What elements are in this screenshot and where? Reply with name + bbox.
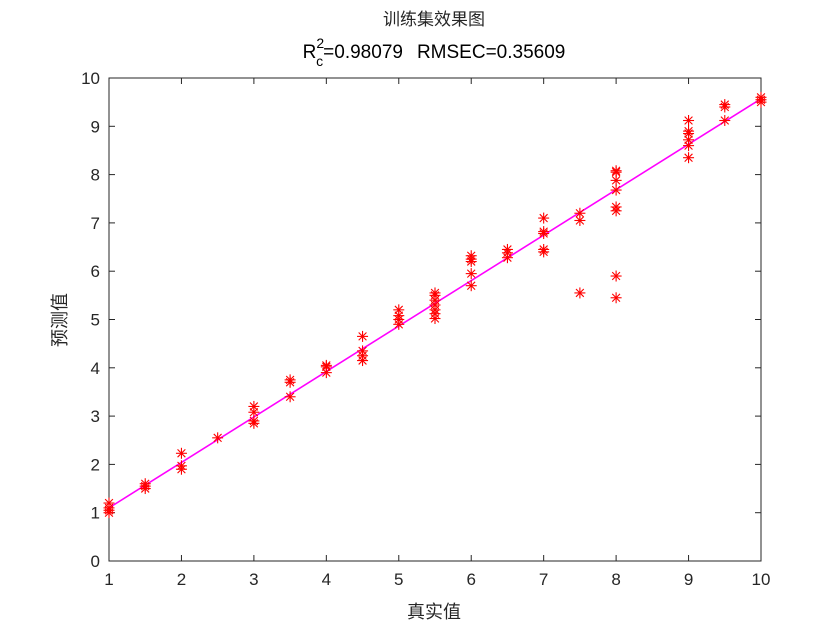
x-axis-label: 真实值 <box>407 602 461 623</box>
y-axis-label: 预测值 <box>50 293 71 347</box>
data-point <box>429 287 441 299</box>
x-tick-label: 4 <box>322 570 331 589</box>
data-point <box>175 447 187 459</box>
y-tick-label: 2 <box>91 455 100 474</box>
r-squared-superscript: 2 <box>316 35 324 51</box>
y-tick-label: 0 <box>91 552 100 571</box>
data-point <box>610 292 622 304</box>
data-point <box>610 165 622 177</box>
x-axis: 1 2 3 4 5 6 7 8 9 10 <box>104 78 770 589</box>
x-tick-label: 7 <box>539 570 548 589</box>
data-point <box>683 134 695 146</box>
data-point <box>465 268 477 280</box>
y-tick-label: 8 <box>91 166 100 185</box>
y-tick-label: 4 <box>91 359 100 378</box>
x-tick-label: 6 <box>466 570 475 589</box>
data-point <box>248 400 260 412</box>
y-tick-label: 9 <box>91 117 100 136</box>
x-tick-label: 3 <box>249 570 258 589</box>
data-point <box>465 250 477 262</box>
data-point <box>610 184 622 196</box>
data-point <box>175 460 187 472</box>
data-point <box>357 345 369 357</box>
data-point <box>393 304 405 316</box>
data-point <box>320 359 332 371</box>
data-point <box>212 432 224 444</box>
data-point <box>683 115 695 127</box>
x-tick-label: 5 <box>394 570 403 589</box>
x-tick-label: 2 <box>177 570 186 589</box>
data-point <box>719 99 731 111</box>
chart-subtitle: R2 c=0.98079 RMSEC=0.35609 <box>303 35 566 69</box>
data-point <box>284 374 296 386</box>
data-point <box>465 280 477 292</box>
data-point <box>284 391 296 403</box>
data-point <box>610 270 622 282</box>
r-squared-label: R <box>303 42 317 63</box>
x-tick-label: 1 <box>104 570 113 589</box>
data-point <box>574 207 586 219</box>
y-tick-label: 10 <box>81 69 100 88</box>
data-point <box>574 287 586 299</box>
data-point <box>683 152 695 164</box>
r-squared-subscript: c <box>316 53 323 69</box>
data-points <box>103 91 767 519</box>
y-axis: 0 1 2 3 4 5 6 7 8 9 10 <box>81 69 761 571</box>
y-tick-label: 1 <box>91 504 100 523</box>
x-tick-label: 8 <box>611 570 620 589</box>
y-tick-label: 3 <box>91 407 100 426</box>
data-point <box>719 115 731 127</box>
r-squared-value: =0.98079 <box>323 42 403 63</box>
data-point <box>574 214 586 226</box>
data-point <box>538 212 550 224</box>
data-point <box>755 91 767 103</box>
data-point <box>538 243 550 255</box>
data-point <box>538 226 550 238</box>
x-tick-label: 9 <box>684 570 693 589</box>
data-point <box>501 243 513 255</box>
x-tick-label: 10 <box>752 570 771 589</box>
data-point <box>139 478 151 490</box>
rmsec-value: RMSEC=0.35609 <box>417 42 565 63</box>
data-point <box>357 330 369 342</box>
data-point <box>103 497 115 509</box>
y-tick-label: 5 <box>91 311 100 330</box>
data-point <box>610 201 622 213</box>
data-point <box>683 125 695 137</box>
chart-title: 训练集效果图 <box>383 10 485 30</box>
y-tick-label: 6 <box>91 262 100 281</box>
y-tick-label: 7 <box>91 214 100 233</box>
